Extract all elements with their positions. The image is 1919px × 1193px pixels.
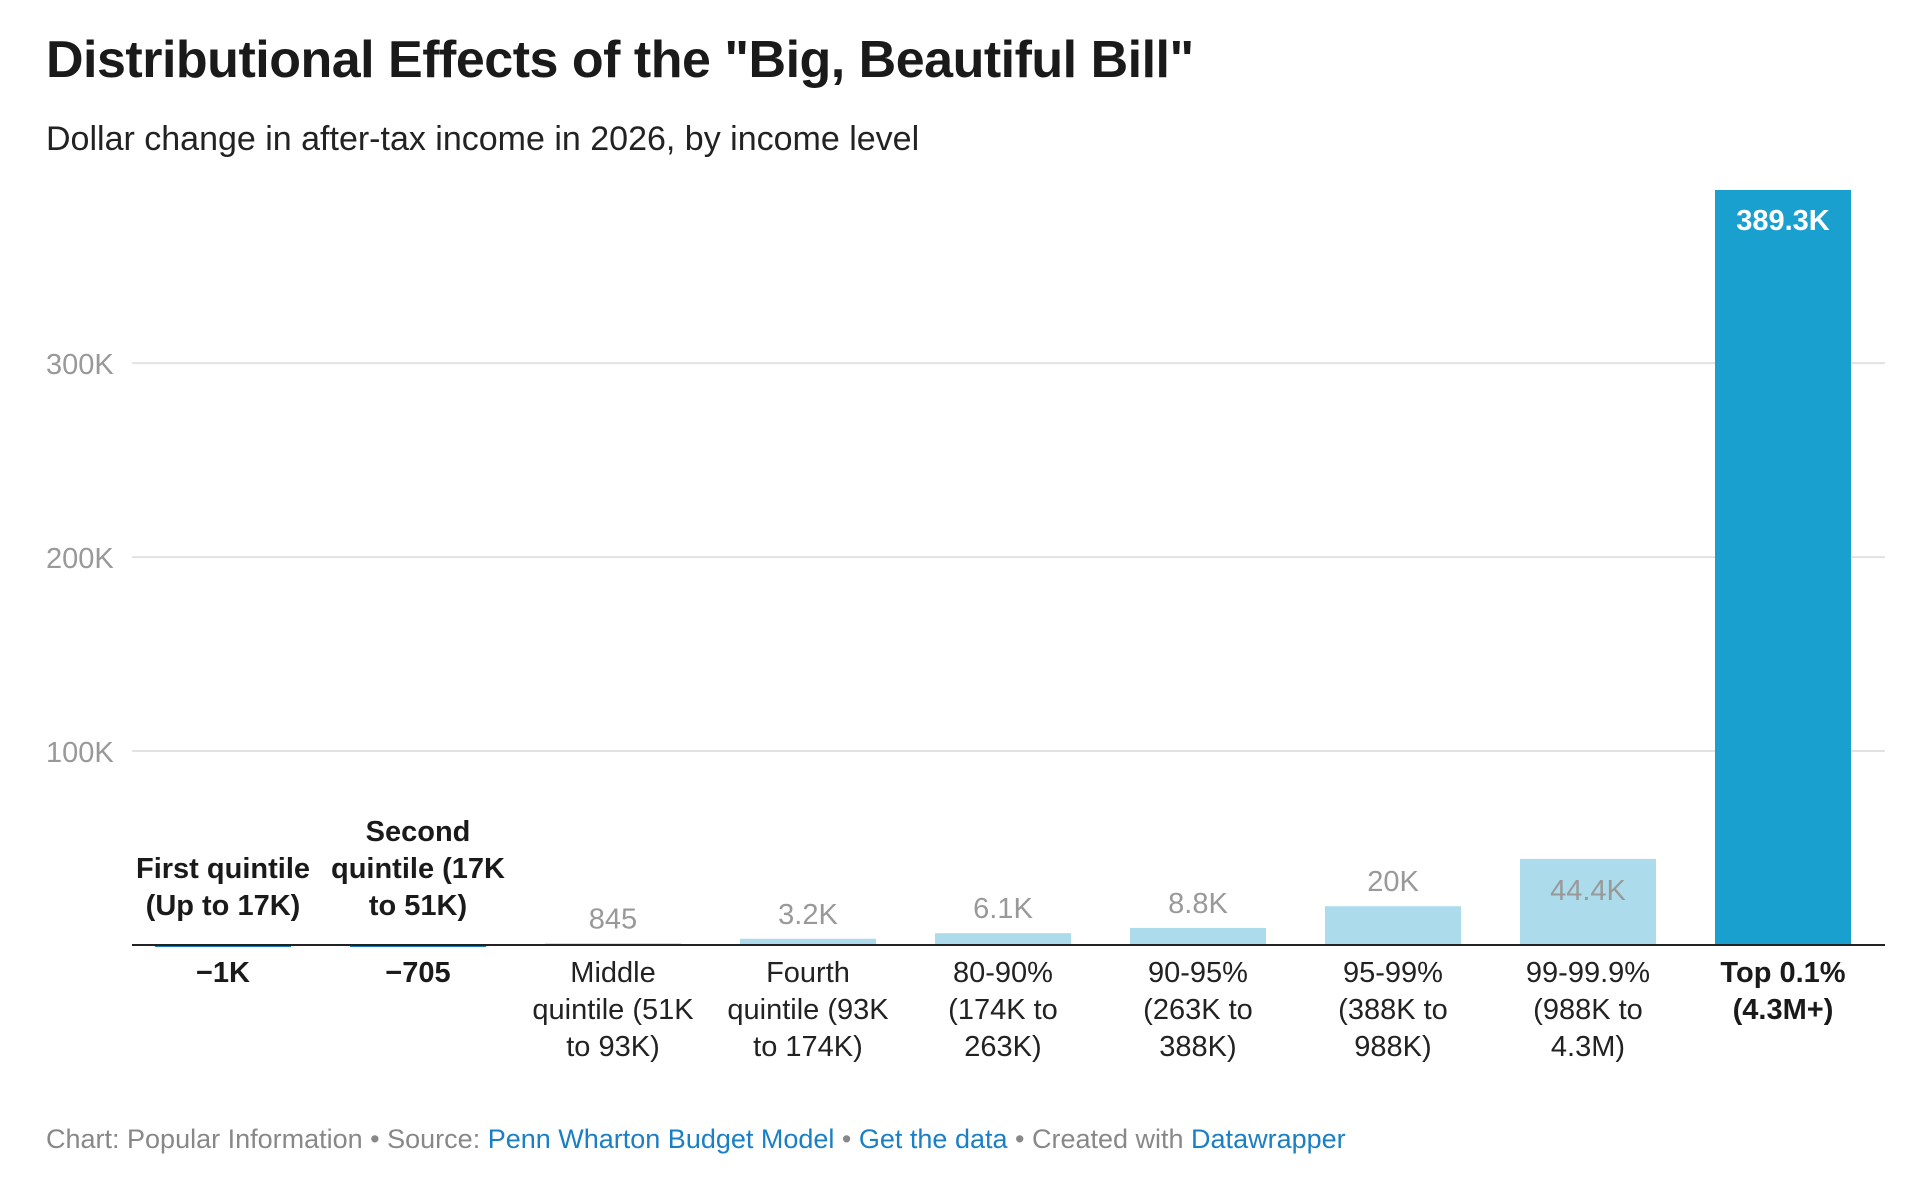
category-label: 95-99% (388K to 988K) <box>1338 957 1448 1063</box>
y-tick-label: 300K <box>46 349 114 381</box>
y-tick-label: 200K <box>46 543 114 575</box>
category-label: 90-95% (263K to 388K) <box>1143 957 1253 1063</box>
footer-credit: Chart: Popular Information <box>46 1124 363 1154</box>
datawrapper-link[interactable]: Datawrapper <box>1191 1124 1346 1154</box>
value-label: −705 <box>385 957 450 989</box>
bar <box>740 938 876 945</box>
bars <box>155 190 1851 947</box>
chart-footer: Chart: Popular Information • Source: Pen… <box>46 1124 1346 1155</box>
category-label: Middle quintile (51K to 93K) <box>532 957 694 1063</box>
value-label: 6.1K <box>973 893 1033 925</box>
category-label: 80-90% (174K to 263K) <box>948 957 1058 1063</box>
labels: First quintile (Up to 17K) −1K Second quinti… <box>132 205 1885 1063</box>
value-label: 845 <box>589 903 637 935</box>
category-label: Fourth quintile (93K to 174K) <box>727 957 889 1063</box>
bar <box>1520 858 1656 945</box>
gridlines: 100K 200K 300K <box>46 349 1885 769</box>
value-label: 8.8K <box>1168 888 1228 920</box>
value-label: 44.4K <box>1550 875 1626 907</box>
footer-separator: • <box>362 1124 388 1154</box>
chart-title: Distributional Effects of the "Big, Beau… <box>46 31 1194 89</box>
get-data-link[interactable]: Get the data <box>858 1124 1008 1154</box>
category-label: Second quintile (17K to 51K) <box>331 816 505 922</box>
category-label: Top 0.1% (4.3M+) <box>1720 957 1845 1026</box>
value-label: 389.3K <box>1736 205 1830 237</box>
chart-subtitle: Dollar change in after-tax income in 202… <box>46 120 920 158</box>
value-label: 3.2K <box>778 899 838 931</box>
footer-separator: • <box>834 1124 859 1154</box>
bar <box>1325 906 1461 945</box>
footer-source-label: Source: <box>387 1124 488 1154</box>
category-label: First quintile (Up to 17K) <box>136 853 310 922</box>
value-label: −1K <box>196 957 250 989</box>
bar-chart: 100K 200K 300K First quintile (Up to 17K) −1… <box>46 190 1885 1063</box>
y-tick-label: 100K <box>46 737 114 769</box>
bar <box>1715 190 1851 945</box>
bar <box>1130 927 1266 945</box>
footer-created-label: Created with <box>1031 1124 1192 1154</box>
footer-separator: • <box>1007 1124 1032 1154</box>
value-label: 20K <box>1367 866 1419 898</box>
category-label: 99-99.9% (988K to 4.3M) <box>1526 957 1650 1063</box>
bar <box>935 933 1071 945</box>
source-link[interactable]: Penn Wharton Budget Model <box>487 1124 835 1154</box>
